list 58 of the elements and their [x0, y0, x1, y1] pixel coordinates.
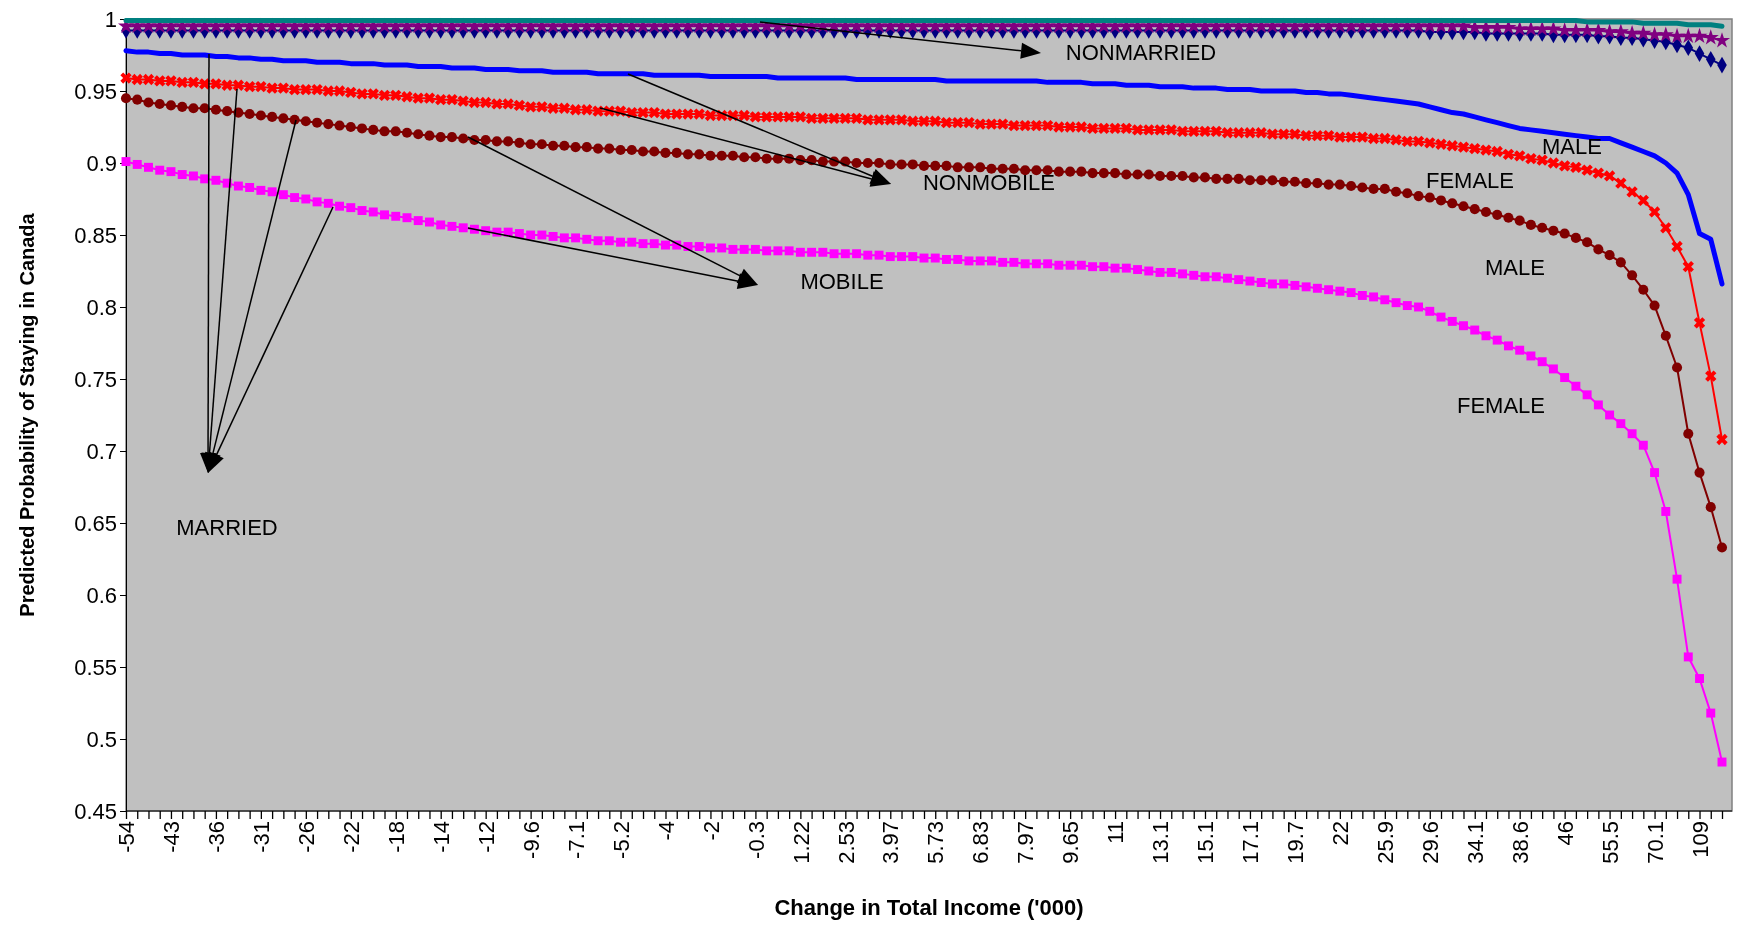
annotation: MALE	[1485, 254, 1545, 280]
x-tick-label: 109	[1687, 821, 1713, 858]
y-tick-label: 0.85	[74, 222, 117, 248]
x-axis-title: Change in Total Income ('000)	[774, 895, 1084, 920]
annotation: FEMALE	[1425, 167, 1515, 193]
y-tick-label: 0.8	[86, 294, 117, 320]
x-tick-label: 5.73	[923, 821, 949, 864]
x-tick-label: 15.1	[1193, 821, 1219, 864]
x-tick-label: -5.2	[608, 821, 634, 859]
x-tick-label: 1.22	[788, 821, 814, 864]
x-tick-label: -54	[114, 821, 140, 853]
x-tick-label: -7.1	[563, 821, 589, 859]
y-tick-label: 0.45	[74, 798, 117, 824]
annotation: MALE	[1542, 133, 1602, 159]
x-tick-label: 6.83	[968, 821, 994, 864]
x-tick-label: 29.6	[1417, 821, 1443, 864]
x-tick-label: 34.1	[1462, 821, 1488, 864]
x-tick-label: 9.65	[1058, 821, 1084, 864]
x-tick-label: 2.53	[833, 821, 859, 864]
x-tick-label: 38.6	[1507, 821, 1533, 864]
y-tick-label: 0.7	[86, 438, 117, 464]
x-tick-label: 13.1	[1148, 821, 1174, 864]
annotation: NONMOBILE	[922, 169, 1056, 195]
x-tick-label: 55.5	[1597, 821, 1623, 864]
x-tick-label: 46	[1552, 821, 1578, 846]
y-tick-label: 0.75	[74, 366, 117, 392]
y-tick-label: 0.5	[86, 726, 117, 752]
x-tick-label: 17.1	[1238, 821, 1264, 864]
x-tick-label: -4	[653, 821, 679, 841]
x-tick-label: 22	[1328, 821, 1354, 846]
x-tick-label: -0.3	[743, 821, 769, 859]
annotation: MARRIED	[176, 514, 278, 540]
x-tick-label: -31	[249, 821, 275, 853]
x-tick-label: 7.97	[1013, 821, 1039, 864]
x-tick-label: -14	[428, 821, 454, 853]
x-tick-label: -22	[338, 821, 364, 853]
x-tick-label: -26	[294, 821, 320, 853]
x-tick-label: -12	[473, 821, 499, 853]
annotation: FEMALE	[1456, 392, 1546, 418]
annotation: NONMARRIED	[1065, 39, 1217, 65]
x-tick-label: 11	[1103, 821, 1129, 844]
annotation: MOBILE	[800, 268, 884, 294]
x-tick-label: -2	[698, 821, 724, 841]
x-tick-label: -9.6	[518, 821, 544, 859]
x-tick-label: -43	[159, 821, 185, 853]
y-tick-label: 0.65	[74, 510, 117, 536]
y-axis-title: Predicted Probability of Staying in Canada	[16, 212, 38, 617]
x-tick-label: -18	[383, 821, 409, 853]
y-tick-label: 0.9	[86, 150, 117, 176]
x-tick-label: 25.9	[1373, 821, 1399, 864]
y-tick-label: 0.55	[74, 654, 117, 680]
x-tick-label: 19.7	[1283, 821, 1309, 864]
x-tick-label: -36	[204, 821, 230, 853]
x-tick-label: 70.1	[1642, 821, 1668, 864]
y-tick-label: 0.6	[86, 582, 117, 608]
y-tick-label: 0.95	[74, 78, 117, 104]
y-tick-label: 1	[104, 6, 117, 32]
x-tick-label: 3.97	[878, 821, 904, 864]
